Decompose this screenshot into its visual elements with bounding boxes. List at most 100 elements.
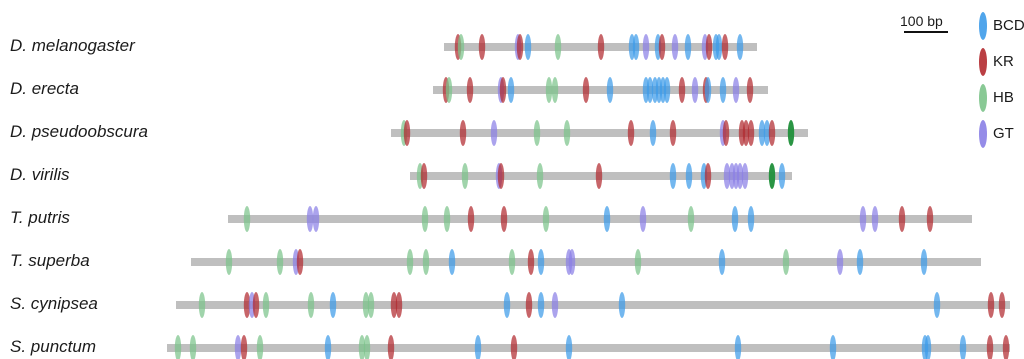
- binding-site-bcd: [715, 34, 723, 60]
- legend-swatch: [979, 84, 987, 112]
- binding-site-gt: [639, 206, 647, 232]
- binding-site-gt: [306, 206, 314, 232]
- binding-site-hb: [243, 206, 251, 232]
- binding-site-bcd: [856, 249, 864, 275]
- binding-site-bcd: [646, 77, 654, 103]
- binding-site-kr: [510, 335, 518, 359]
- binding-site-kr: [459, 120, 467, 146]
- legend-label: KR: [993, 53, 1014, 70]
- binding-site-gt: [736, 163, 744, 189]
- scale-bar-label: 100 bp: [900, 13, 943, 29]
- binding-site-bcd: [632, 34, 640, 60]
- binding-site-kr: [678, 77, 686, 103]
- binding-site-kr: [516, 34, 524, 60]
- binding-site-gt: [490, 120, 498, 146]
- binding-site-bcd: [763, 120, 771, 146]
- binding-site-kr: [499, 77, 507, 103]
- binding-site-bcd: [448, 249, 456, 275]
- binding-site-kr: [252, 292, 260, 318]
- binding-site-bcd: [606, 77, 614, 103]
- species-label: S. punctum: [10, 337, 96, 356]
- legend-swatch: [979, 48, 987, 76]
- binding-site-kr: [742, 120, 750, 146]
- binding-site-hb: [687, 206, 695, 232]
- binding-site-kr: [478, 34, 486, 60]
- binding-site-bcd: [778, 163, 786, 189]
- binding-site-hb: [445, 77, 453, 103]
- binding-site-bcd: [684, 34, 692, 60]
- binding-site-hb: [563, 120, 571, 146]
- binding-site-bcd: [920, 249, 928, 275]
- binding-site-bcd: [474, 335, 482, 359]
- binding-site-bcd: [758, 120, 766, 146]
- binding-site-bcd: [734, 335, 742, 359]
- binding-site-gt: [234, 335, 242, 359]
- binding-site-bcd: [324, 335, 332, 359]
- species-label: D. pseudoobscura: [10, 122, 148, 141]
- binding-site-gt: [871, 206, 879, 232]
- binding-site-bcd: [829, 335, 837, 359]
- binding-site-hb: [551, 77, 559, 103]
- species-label: D. erecta: [10, 79, 79, 98]
- binding-site-kr: [500, 206, 508, 232]
- enhancer-bar: [228, 215, 972, 223]
- binding-site-gt: [836, 249, 844, 275]
- binding-site-bcd: [685, 163, 693, 189]
- binding-site-bcd: [959, 335, 967, 359]
- binding-site-bcd: [565, 335, 573, 359]
- binding-site-kr: [747, 120, 755, 146]
- enhancer-bar: [433, 86, 768, 94]
- legend-swatch: [979, 120, 987, 148]
- binding-site-hb: [358, 335, 366, 359]
- legend-swatch: [979, 12, 987, 40]
- binding-site-kr: [722, 120, 730, 146]
- binding-site-hb: [457, 34, 465, 60]
- binding-site-kr: [658, 34, 666, 60]
- binding-site-kr: [525, 292, 533, 318]
- binding-site-hb: [461, 163, 469, 189]
- binding-site-kr: [721, 34, 729, 60]
- legend-label: HB: [993, 89, 1014, 106]
- binding-site-bcd: [704, 77, 712, 103]
- binding-site-hb: [406, 249, 414, 275]
- binding-site-bcd: [719, 77, 727, 103]
- binding-site-kr: [296, 249, 304, 275]
- species-label: T. putris: [10, 208, 70, 227]
- binding-site-kr: [704, 163, 712, 189]
- binding-site-kr: [595, 163, 603, 189]
- binding-site-bcd: [924, 335, 932, 359]
- binding-site-bcd: [663, 77, 671, 103]
- binding-site-hb: [189, 335, 197, 359]
- binding-site-kr: [597, 34, 605, 60]
- species-label: D. virilis: [10, 165, 70, 184]
- legend-label: BCD: [993, 17, 1024, 34]
- binding-site-hb: [367, 292, 375, 318]
- species-label: D. melanogaster: [10, 36, 135, 55]
- binding-site-kr: [987, 292, 995, 318]
- binding-site-hb: [225, 249, 233, 275]
- binding-site-hb: [262, 292, 270, 318]
- binding-site-hb: [634, 249, 642, 275]
- binding-site-gt: [568, 249, 576, 275]
- binding-site-hb: [198, 292, 206, 318]
- binding-site-kr: [497, 163, 505, 189]
- scale-bar-line: [904, 31, 948, 33]
- binding-site-kr: [986, 335, 994, 359]
- binding-site-gt: [642, 34, 650, 60]
- binding-site-kr: [390, 292, 398, 318]
- binding-site-hb: [508, 249, 516, 275]
- enhancer-bar: [167, 344, 1010, 352]
- binding-site-kr: [898, 206, 906, 232]
- binding-site-bcd: [537, 249, 545, 275]
- binding-site-hb: [276, 249, 284, 275]
- binding-site-kr: [1002, 335, 1010, 359]
- species-label: S. cynipsea: [10, 294, 98, 313]
- binding-site-gt: [741, 163, 749, 189]
- binding-site-gt: [732, 77, 740, 103]
- binding-site-kr: [243, 292, 251, 318]
- binding-site-kr: [387, 335, 395, 359]
- legend-label: GT: [993, 125, 1014, 142]
- binding-site-kr: [998, 292, 1006, 318]
- binding-site-hb: [768, 163, 776, 189]
